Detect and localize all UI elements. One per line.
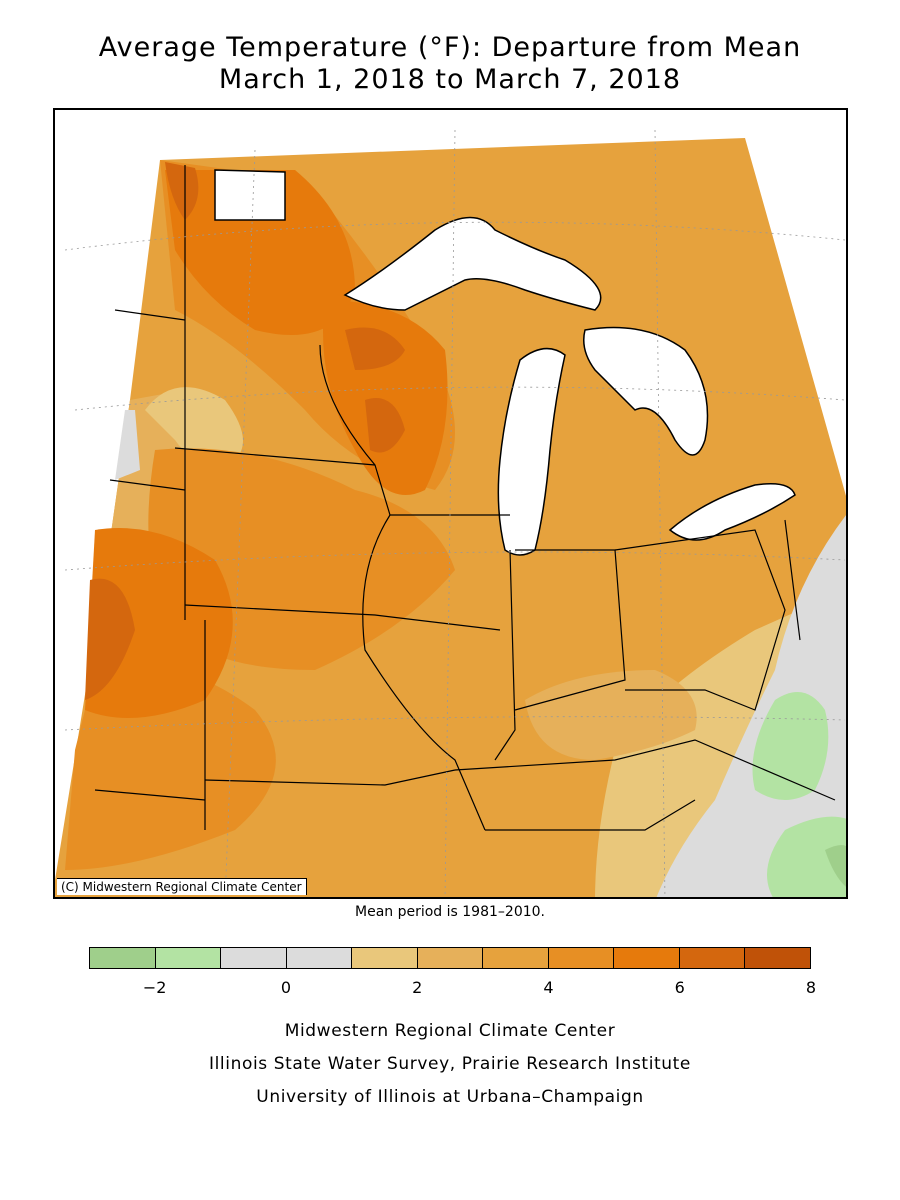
canada-area xyxy=(214,169,286,221)
legend-swatch xyxy=(483,948,549,968)
color-legend xyxy=(89,947,811,969)
legend-tick-label: 4 xyxy=(543,978,554,997)
legend-tick-label: −2 xyxy=(142,978,167,997)
region-hot-west xyxy=(85,528,233,718)
legend-swatch xyxy=(745,948,811,968)
lake-huron xyxy=(583,326,709,456)
temperature-departure-map: (C) Midwestern Regional Climate Center xyxy=(53,108,848,899)
credit-line-2: Illinois State Water Survey, Prairie Res… xyxy=(209,1054,691,1074)
map-title-line-1: Average Temperature (°F): Departure from… xyxy=(98,32,802,63)
region-green-east-darker xyxy=(825,845,846,887)
region-hotter-3 xyxy=(365,398,405,453)
legend-swatch xyxy=(155,948,222,968)
region-light-indiana xyxy=(525,670,697,760)
legend-tick-label: 8 xyxy=(805,978,817,997)
legend-swatch xyxy=(90,948,156,968)
credit-line-3: University of Illinois at Urbana–Champai… xyxy=(256,1087,644,1107)
region-light-dakota xyxy=(145,387,243,463)
region-hotter-4 xyxy=(85,578,135,700)
map-title-line-2: March 1, 2018 to March 7, 2018 xyxy=(218,64,682,95)
region-gray-east xyxy=(656,515,846,897)
region-green-east-lower xyxy=(767,816,846,897)
lake-erie xyxy=(668,483,796,541)
region-gray-west xyxy=(115,410,140,480)
legend-swatch xyxy=(352,948,418,968)
legend-tick-label: 2 xyxy=(412,978,423,997)
legend-swatch xyxy=(614,948,680,968)
legend-color-bar xyxy=(89,947,811,969)
graticule xyxy=(64,129,846,897)
legend-tick-label: 6 xyxy=(674,978,685,997)
legend-tick-label: 0 xyxy=(280,978,291,997)
lake-superior xyxy=(343,216,602,311)
region-hot-northwest xyxy=(165,170,355,335)
mean-period-note: Mean period is 1981–2010. xyxy=(355,904,545,920)
credit-line-1: Midwestern Regional Climate Center xyxy=(284,1021,616,1041)
region-hotter-1 xyxy=(165,162,199,220)
legend-swatch xyxy=(417,948,484,968)
map-copyright: (C) Midwestern Regional Climate Center xyxy=(57,878,307,895)
state-boundaries xyxy=(94,165,836,831)
legend-swatch xyxy=(679,948,746,968)
region-hotter-2 xyxy=(345,327,405,370)
legend-swatch xyxy=(548,948,615,968)
map-canvas xyxy=(55,110,846,897)
legend-swatch xyxy=(286,948,353,968)
legend-swatch xyxy=(221,948,287,968)
